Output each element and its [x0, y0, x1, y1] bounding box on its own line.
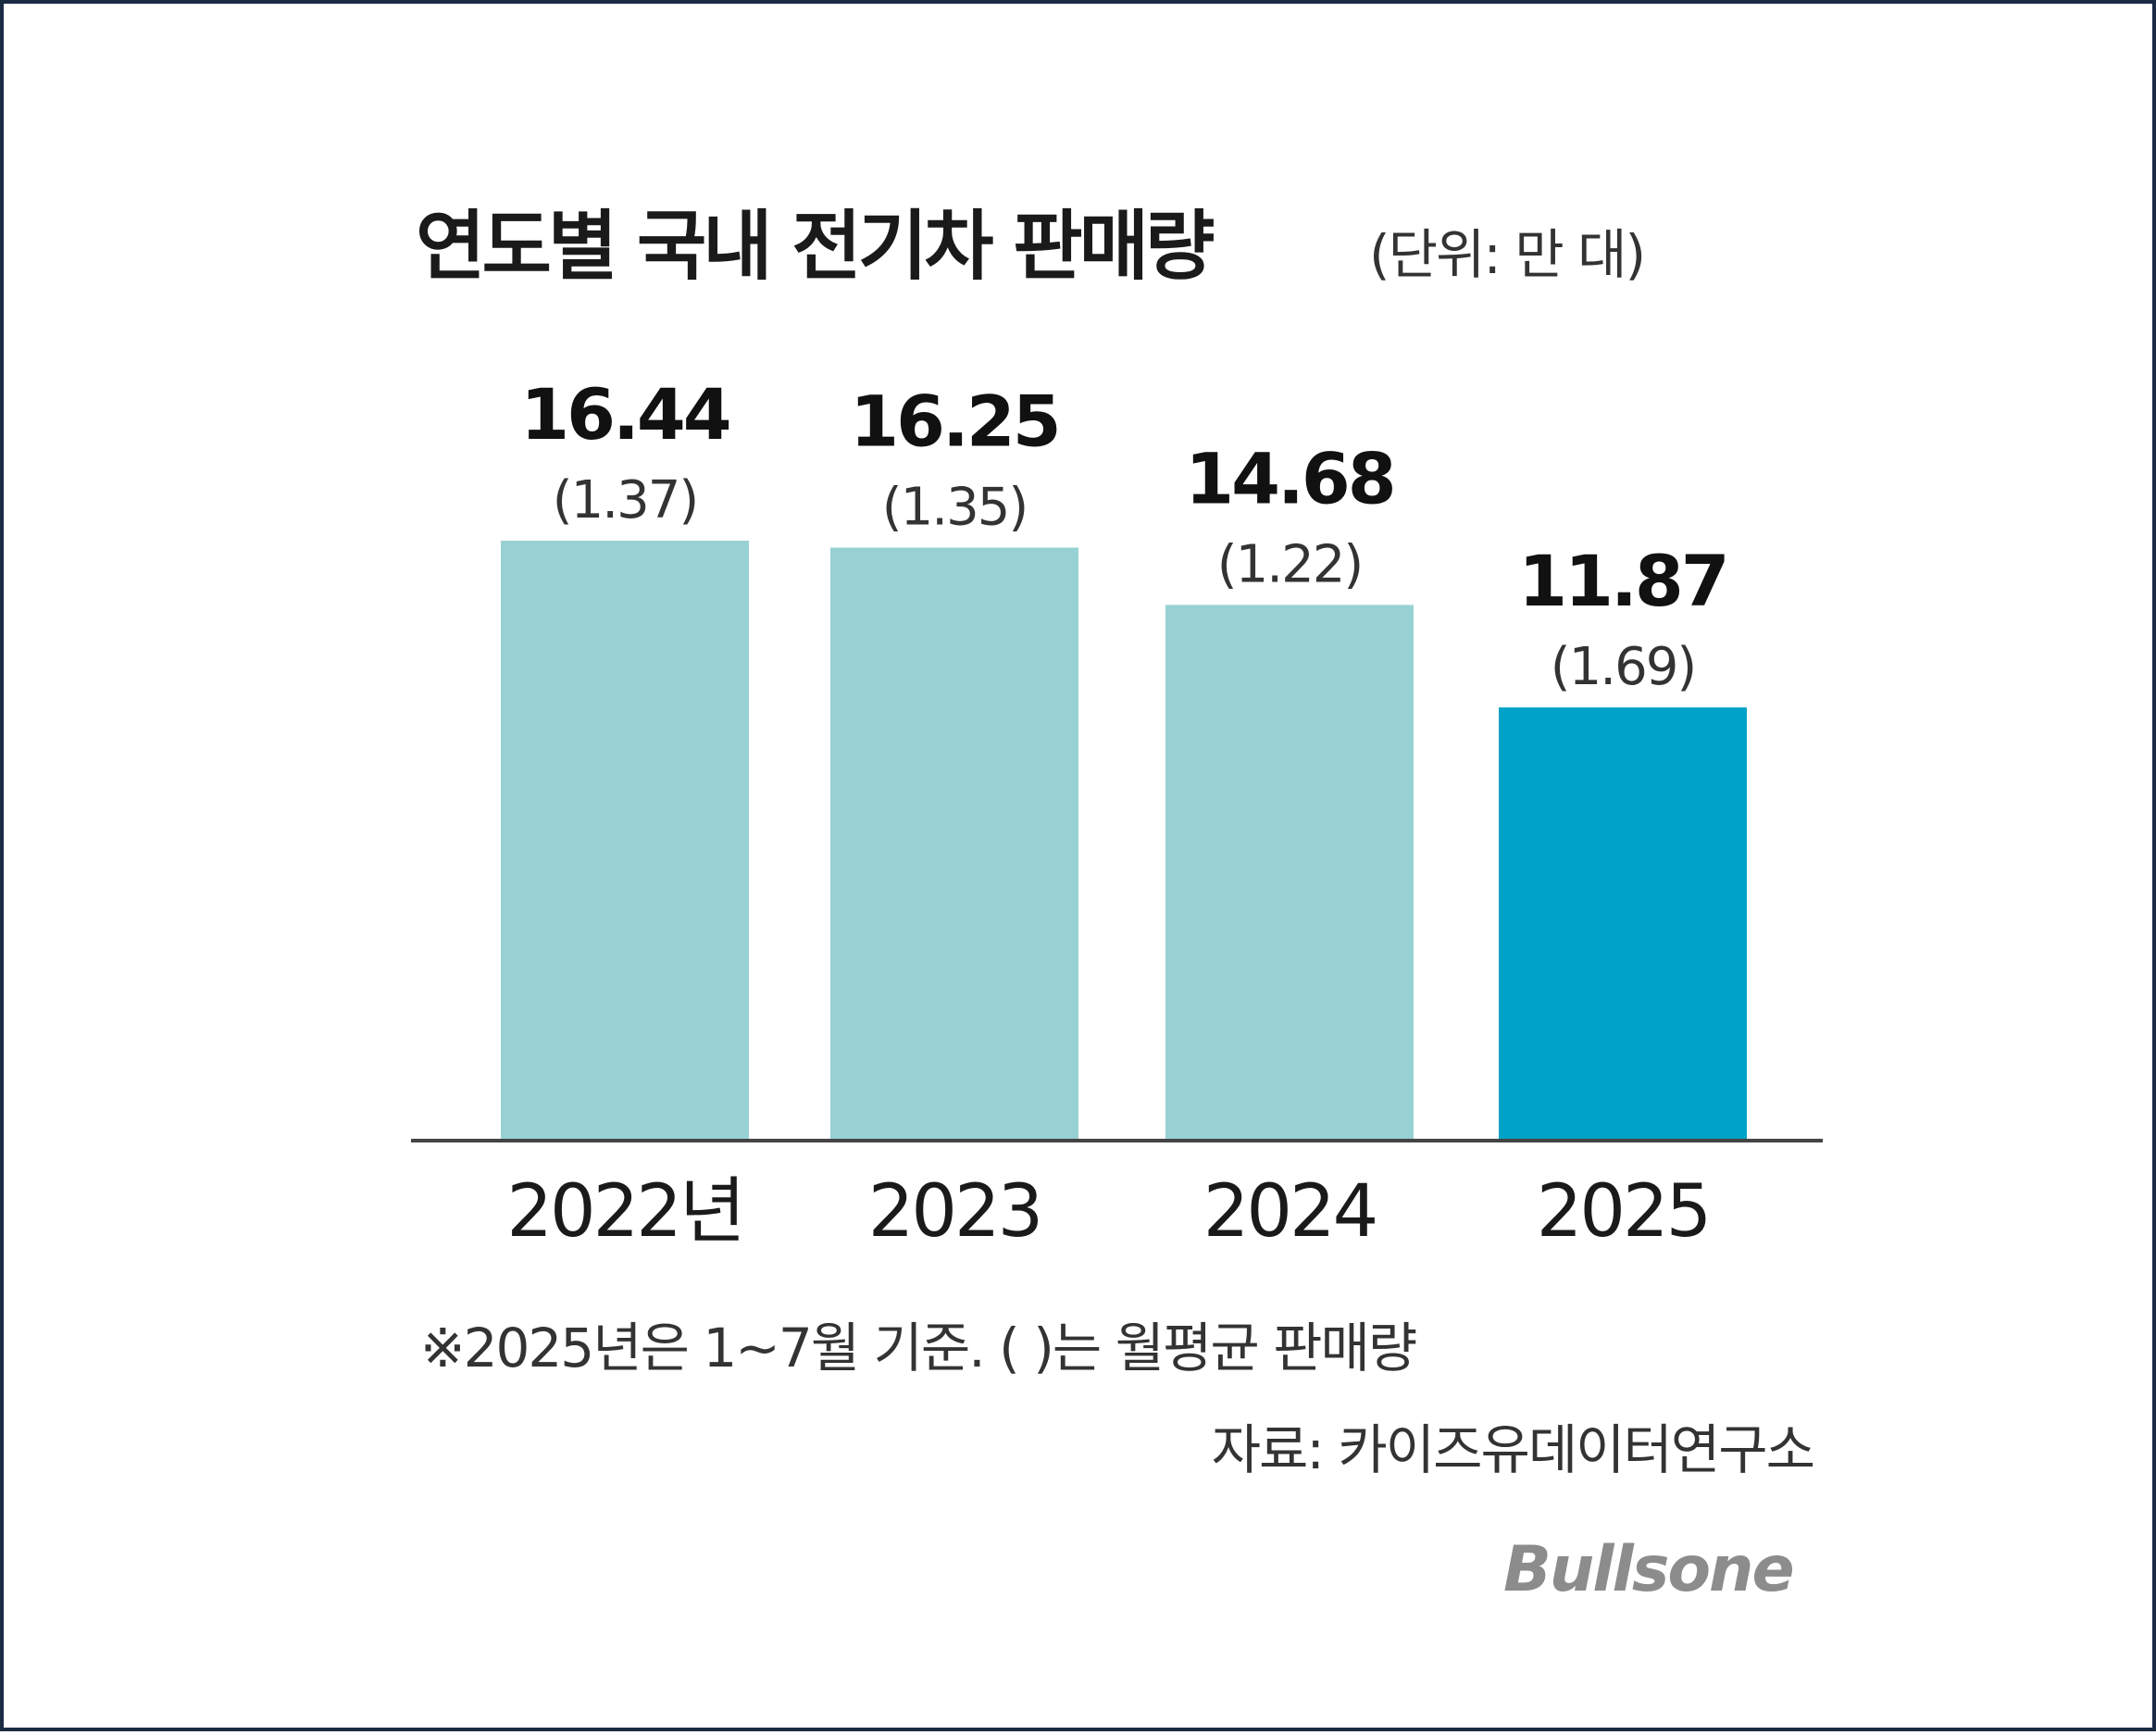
bar-3 — [1499, 707, 1747, 1141]
bar-0 — [501, 541, 749, 1141]
bar-chart: (1.37) 16.44 2022년 (1.35) 16.25 2023 (1.22) 14.… — [411, 373, 1823, 1254]
monthly-average-label-2: (1.22) — [1217, 534, 1362, 594]
category-label-3: 2025 — [1537, 1170, 1710, 1254]
bullsone-logo: Bullsone — [1503, 1533, 1795, 1605]
chart-title: 연도별 국내 전기차 판매량 — [416, 203, 1215, 291]
monthly-average-label-3: (1.69) — [1551, 637, 1695, 697]
logo-text: Bullsone — [1503, 1533, 1793, 1605]
value-label-1: 16.25 — [850, 380, 1058, 462]
category-label-0: 2022년 — [506, 1170, 742, 1254]
source-note: 자료: 카이즈유데이터연구소 — [1211, 1418, 1815, 1481]
value-label-3: 11.87 — [1518, 540, 1726, 622]
category-label-2: 2024 — [1203, 1170, 1377, 1254]
unit-label: (단위: 만 대) — [1369, 223, 1646, 286]
value-label-0: 16.44 — [520, 373, 729, 456]
monthly-average-label-0: (1.37) — [553, 470, 697, 530]
monthly-average-label-1: (1.35) — [882, 477, 1027, 537]
bar-2 — [1165, 605, 1414, 1141]
category-label-1: 2023 — [868, 1170, 1041, 1254]
bar-1 — [830, 547, 1078, 1141]
footnote: ※2025년은 1~7월 기준. ( )는 월평균 판매량 — [420, 1317, 1417, 1379]
value-label-2: 14.68 — [1185, 437, 1393, 519]
